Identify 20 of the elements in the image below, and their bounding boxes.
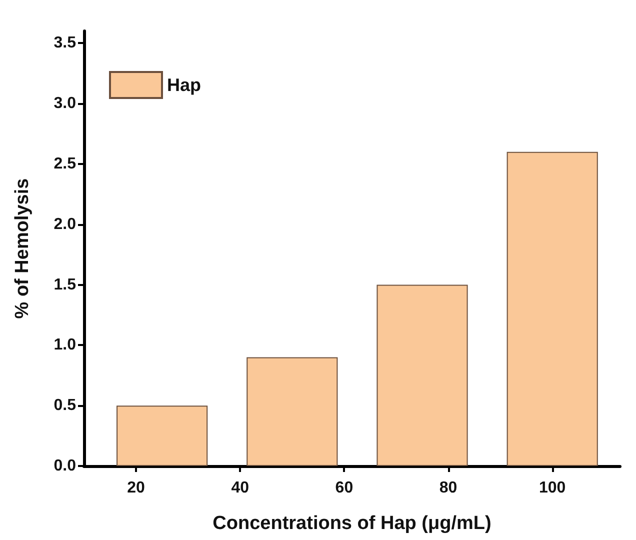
y-tick-label: 1.5: [54, 276, 76, 294]
x-tick-label: 100: [539, 480, 566, 496]
x-axis-title: Concentrations of Hap (μg/mL): [212, 513, 492, 534]
y-axis-title: % of Hemolysis: [12, 178, 33, 319]
legend-label: Hap: [167, 75, 202, 95]
y-tick-label: 3.0: [54, 95, 76, 112]
y-tick-label: 2.5: [54, 155, 76, 172]
bar: [506, 152, 598, 466]
y-tick-label: 0.0: [54, 458, 76, 474]
bar: [116, 406, 208, 466]
y-tick-label: 2.0: [54, 216, 76, 233]
x-tick-label: 20: [127, 480, 146, 496]
y-tick-label: 3.5: [54, 34, 76, 52]
y-tick-label: 1.0: [54, 336, 76, 354]
y-tick-label: 0.5: [54, 397, 76, 414]
bar: [376, 284, 468, 466]
bar: [246, 357, 338, 466]
x-tick-label: 60: [335, 480, 354, 496]
x-tick-label: 40: [231, 480, 250, 496]
x-tick-label: 80: [439, 480, 458, 496]
